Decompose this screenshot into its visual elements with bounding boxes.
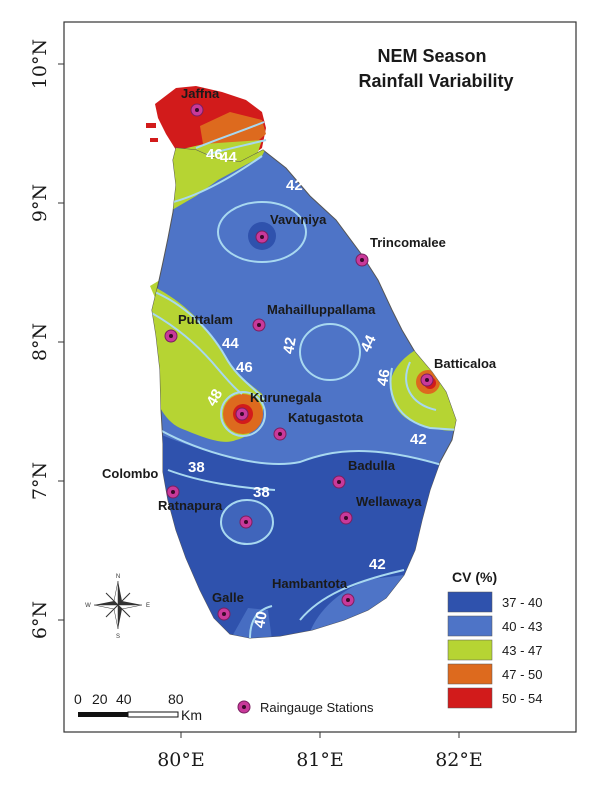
scale-tick-20: 20: [92, 691, 108, 707]
contour-label: 44: [357, 332, 380, 355]
scale-tick-80: 80: [168, 691, 184, 707]
contour-label: 44: [220, 149, 237, 166]
cv-swatch-47-50: [447, 663, 493, 685]
lat-label: 7°N: [29, 462, 51, 500]
contour-label: 46: [206, 146, 223, 163]
station-trincomalee[interactable]: [355, 253, 369, 267]
compass-w: W: [85, 603, 91, 609]
compass-e: E: [146, 603, 150, 609]
map-title-line1: NEM Season: [377, 46, 486, 66]
map-title-line2: Rainfall Variability: [358, 71, 513, 91]
axis-ticks: [58, 63, 460, 738]
cv-legend: CV (%) 37 - 40 40 - 43 43 - 47 47 - 50 5…: [447, 569, 542, 709]
station-label-badulla: Badulla: [348, 458, 396, 473]
station-label-ratnapura: Ratnapura: [158, 498, 223, 513]
station-galle[interactable]: [217, 607, 231, 621]
scale-bar: 0 20 40 80 Km: [74, 691, 202, 723]
compass-n: N: [116, 574, 120, 580]
station-legend-label: Raingauge Stations: [260, 700, 374, 715]
contour-label: 46: [236, 359, 253, 376]
station-legend: Raingauge Stations: [237, 700, 374, 715]
station-kurunegala[interactable]: [235, 407, 249, 421]
station-label-galle: Galle: [212, 590, 244, 605]
scale-tick-40: 40: [116, 691, 132, 707]
contour-label: 38: [253, 484, 270, 501]
lon-label: 82°E: [435, 749, 483, 771]
station-hambantota[interactable]: [341, 593, 355, 607]
station-label-vavuniya: Vavuniya: [270, 212, 327, 227]
cv-legend-item: 47 - 50: [502, 667, 542, 682]
station-jaffna[interactable]: [190, 103, 204, 117]
station-label-mahailluppallama: Mahailluppallama: [267, 302, 376, 317]
station-label-hambantota: Hambantota: [272, 576, 348, 591]
station-mahailluppallama[interactable]: [252, 318, 266, 332]
lon-label: 81°E: [296, 749, 344, 771]
contour-label: 48: [203, 386, 226, 409]
compass-rose: N S W E: [85, 574, 150, 640]
station-ratnapura[interactable]: [239, 515, 253, 529]
scale-unit: Km: [181, 707, 202, 723]
contour-labels: 46 44 42 44 42 44 46 46 48 42 38 38 42 4…: [188, 146, 427, 629]
station-label-trincomalee: Trincomalee: [370, 235, 446, 250]
station-label-kurunegala: Kurunegala: [250, 390, 322, 405]
cv-legend-item: 37 - 40: [502, 595, 542, 610]
station-label-batticaloa: Batticaloa: [434, 356, 497, 371]
contour-label: 42: [410, 431, 427, 448]
contour-label: 46: [374, 368, 394, 387]
cv-swatch-50-54: [447, 687, 493, 709]
lon-label: 80°E: [157, 749, 205, 771]
cv-legend-item: 50 - 54: [502, 691, 542, 706]
cv-swatch-37-40: [447, 591, 493, 613]
cv-legend-title: CV (%): [452, 569, 497, 585]
station-label-colombo: Colombo: [102, 466, 158, 481]
contour-label: 44: [222, 335, 239, 352]
station-puttalam[interactable]: [164, 329, 178, 343]
station-markers: [164, 103, 434, 621]
lat-label: 10°N: [29, 39, 51, 89]
station-batticaloa[interactable]: [420, 373, 434, 387]
cv-swatch-40-43: [447, 615, 493, 637]
contour-label: 42: [280, 336, 300, 355]
contour-label: 42: [369, 556, 386, 573]
cv-legend-item: 43 - 47: [502, 643, 542, 658]
cv-legend-item: 40 - 43: [502, 619, 542, 634]
station-colombo[interactable]: [166, 485, 180, 499]
station-wellawaya[interactable]: [339, 511, 353, 525]
station-badulla[interactable]: [332, 475, 346, 489]
lat-label: 9°N: [29, 184, 51, 222]
station-label-jaffna: Jaffna: [181, 86, 220, 101]
lat-label: 6°N: [29, 601, 51, 639]
compass-s: S: [116, 634, 120, 640]
scale-tick-0: 0: [74, 691, 82, 707]
station-vavuniya[interactable]: [255, 230, 269, 244]
contour-label: 42: [286, 177, 303, 194]
station-label-katugastota: Katugastota: [288, 410, 364, 425]
contour-label: 40: [251, 610, 271, 629]
station-label-wellawaya: Wellawaya: [356, 494, 422, 509]
island-cv-zones: [151, 147, 457, 639]
station-label-puttalam: Puttalam: [178, 312, 233, 327]
contour-label: 38: [188, 459, 205, 476]
station-labels: Jaffna Vavuniya Trincomalee Mahailluppal…: [102, 86, 497, 605]
station-katugastota[interactable]: [273, 427, 287, 441]
cv-swatch-43-47: [447, 639, 493, 661]
lat-label: 8°N: [29, 323, 51, 361]
